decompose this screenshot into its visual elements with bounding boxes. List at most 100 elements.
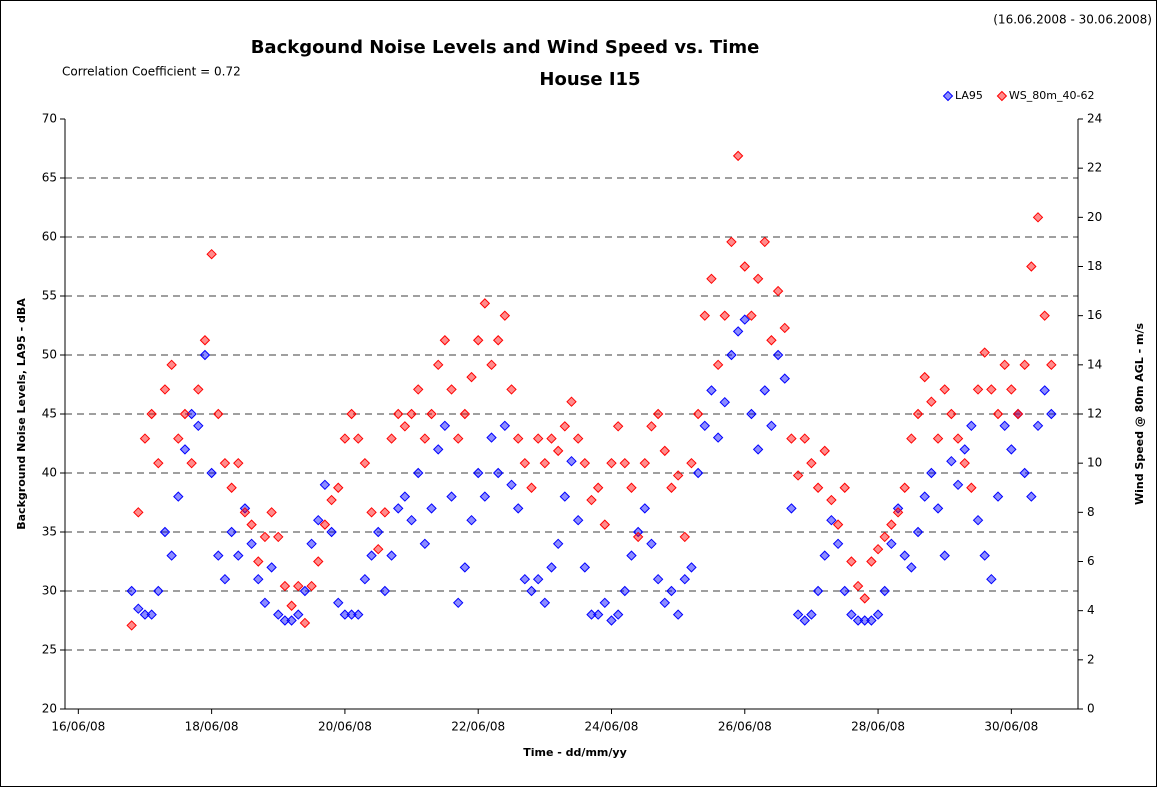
- marker: [393, 503, 404, 514]
- marker: [419, 433, 431, 444]
- marker: [286, 600, 297, 611]
- marker: [233, 457, 244, 469]
- marker: [606, 457, 617, 469]
- marker: [639, 503, 651, 514]
- marker: [779, 322, 790, 334]
- marker: [586, 494, 597, 506]
- marker: [366, 550, 377, 561]
- marker: [892, 507, 904, 518]
- marker: [466, 371, 477, 383]
- marker: [579, 457, 591, 469]
- marker: [439, 335, 451, 346]
- marker: [326, 494, 337, 506]
- marker: [739, 314, 750, 325]
- marker: [226, 482, 237, 493]
- marker: [906, 433, 917, 444]
- chart-subtitle: House I15: [539, 69, 640, 90]
- legend-label: LA95: [955, 89, 983, 102]
- marker: [532, 433, 544, 444]
- marker: [246, 519, 257, 530]
- marker: [219, 573, 231, 585]
- marker: [353, 609, 364, 620]
- marker: [159, 526, 171, 538]
- marker: [846, 609, 857, 620]
- marker: [999, 420, 1010, 432]
- marker: [806, 609, 817, 620]
- marker: [879, 531, 890, 543]
- marker: [899, 550, 910, 561]
- marker: [313, 514, 324, 526]
- x-tick-label: 16/06/08: [51, 720, 105, 734]
- x-axis-title: Time - dd/mm/yy: [523, 746, 626, 759]
- marker: [872, 609, 884, 620]
- marker: [306, 580, 317, 592]
- y2-axis-title: Wind Speed @ 80m AGL - m/s: [1133, 323, 1146, 506]
- marker: [153, 457, 164, 469]
- marker: [246, 538, 257, 550]
- marker: [552, 445, 564, 457]
- marker: [786, 433, 797, 444]
- marker: [506, 384, 517, 395]
- marker: [126, 620, 137, 631]
- marker: [792, 609, 804, 620]
- marker: [133, 603, 144, 614]
- y2-tick-label: 14: [1087, 357, 1102, 371]
- marker: [806, 457, 817, 469]
- marker: [433, 444, 444, 455]
- marker: [266, 562, 277, 573]
- marker: [699, 310, 710, 321]
- marker: [826, 494, 837, 506]
- marker: [433, 359, 444, 371]
- marker: [766, 420, 777, 432]
- marker: [179, 444, 191, 455]
- marker: [359, 457, 371, 469]
- marker: [612, 421, 624, 432]
- marker: [832, 519, 844, 530]
- marker: [679, 573, 691, 585]
- marker: [559, 491, 571, 502]
- marker: [812, 585, 824, 597]
- y2-tick-label: 22: [1087, 161, 1102, 175]
- marker: [472, 335, 484, 346]
- marker: [479, 491, 491, 502]
- marker: [379, 585, 391, 597]
- marker: [812, 482, 824, 493]
- marker: [399, 421, 411, 432]
- y-tick-label: 20: [42, 702, 57, 716]
- marker: [286, 615, 297, 626]
- marker: [906, 562, 917, 573]
- marker: [686, 457, 697, 469]
- marker: [146, 408, 157, 420]
- marker: [912, 408, 924, 420]
- marker: [966, 420, 977, 432]
- marker: [1046, 359, 1057, 371]
- marker: [566, 396, 577, 407]
- legend-marker: [942, 90, 954, 102]
- marker: [659, 445, 671, 457]
- marker: [512, 503, 524, 514]
- marker: [173, 491, 184, 502]
- x-tick-label: 26/06/08: [718, 720, 772, 734]
- marker: [526, 585, 537, 597]
- marker: [213, 408, 224, 420]
- marker: [273, 531, 284, 543]
- marker: [133, 507, 144, 518]
- y2-tick-label: 18: [1087, 259, 1102, 273]
- marker: [166, 550, 177, 561]
- marker: [373, 544, 384, 555]
- marker: [479, 298, 491, 309]
- marker: [926, 396, 937, 407]
- marker: [912, 526, 924, 538]
- marker: [186, 457, 197, 469]
- marker: [353, 433, 364, 444]
- marker: [499, 310, 511, 321]
- marker: [819, 445, 830, 457]
- marker: [986, 384, 997, 395]
- marker: [339, 433, 351, 444]
- marker: [512, 433, 524, 444]
- marker: [652, 408, 664, 420]
- marker: [839, 585, 850, 597]
- marker: [1012, 408, 1024, 420]
- marker: [146, 609, 157, 620]
